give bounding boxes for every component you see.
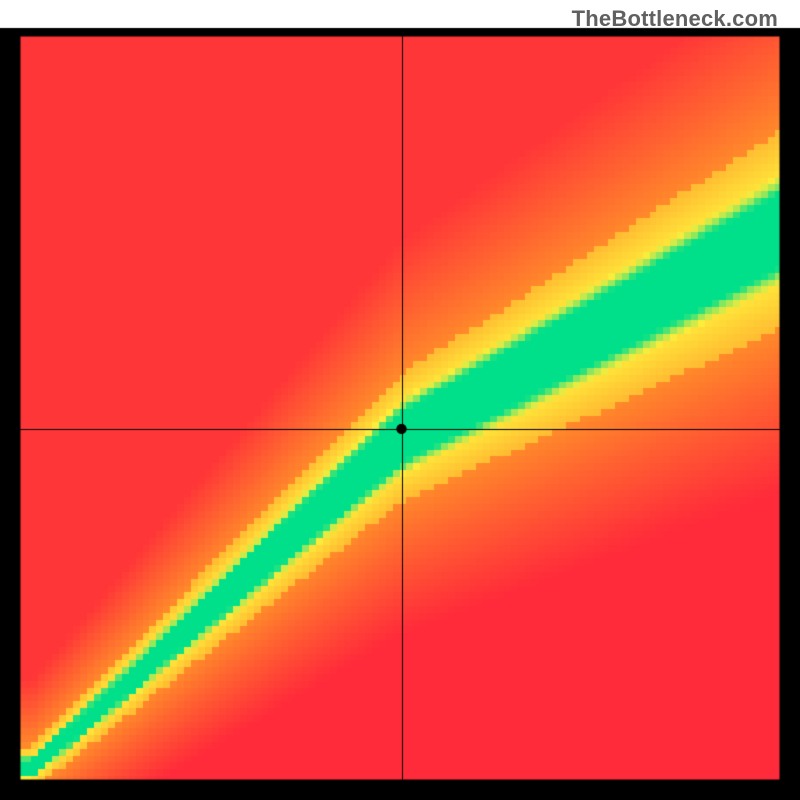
figure-container: TheBottleneck.com xyxy=(0,0,800,800)
heatmap-canvas xyxy=(0,0,800,800)
watermark-text: TheBottleneck.com xyxy=(572,6,778,32)
